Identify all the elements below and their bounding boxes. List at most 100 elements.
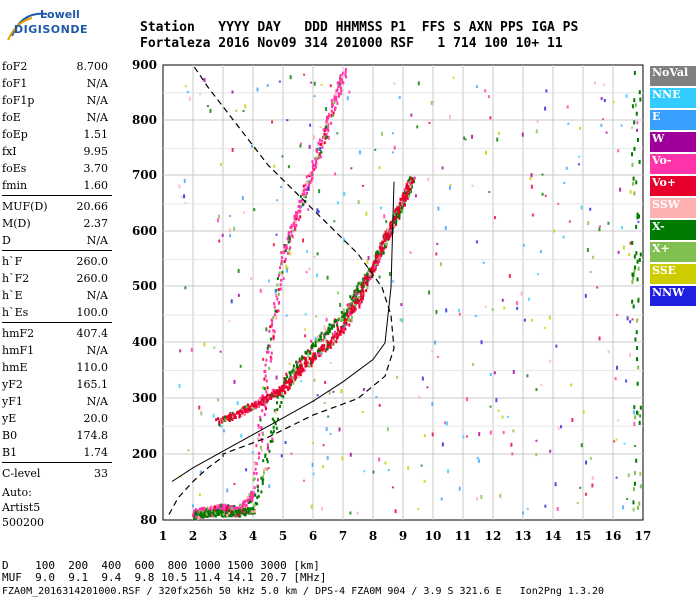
echo-mark [323, 343, 326, 347]
noise-mark [329, 362, 332, 365]
echo-mark [344, 327, 347, 331]
echo-mark [326, 331, 329, 335]
autoscaling-info: Auto: Artist5 500200 [2, 485, 44, 530]
noise-mark [535, 388, 538, 392]
x-tick-label: 15 [575, 529, 592, 543]
noise-mark [391, 486, 394, 489]
echo-mark [221, 503, 224, 507]
noise-mark [553, 229, 556, 233]
noise-mark [591, 475, 594, 480]
noise-mark [607, 221, 610, 225]
echo-mark [405, 188, 408, 192]
noise-mark [385, 220, 388, 224]
noise-mark [446, 421, 449, 426]
echo-mark [228, 514, 231, 518]
echo-mark [206, 506, 209, 510]
echo-mark [383, 241, 386, 245]
echo-mark [282, 384, 285, 388]
echo-mark [403, 203, 406, 207]
echo-mark [347, 318, 350, 322]
y-tick-label: 800 [132, 113, 157, 127]
param-row: D N/A [2, 232, 108, 249]
echo-mark [293, 374, 296, 378]
x-tick-label: 5 [279, 529, 287, 543]
logo-line1: Lowell [40, 8, 80, 21]
echo-mark [340, 89, 343, 93]
d-muf-table: D 100 200 400 600 800 1000 1500 3000 [km… [2, 560, 327, 584]
param-row: hmF1 N/A [2, 342, 108, 359]
echo-mark [281, 384, 284, 388]
echo-mark [354, 292, 357, 296]
noise-mark [271, 120, 274, 124]
echo-mark [266, 443, 269, 447]
noise-mark [497, 409, 500, 412]
noise-mark [394, 509, 397, 514]
edge-mark [631, 152, 634, 157]
echo-mark [360, 297, 363, 301]
echo-mark [318, 351, 321, 355]
echo-mark [263, 413, 266, 417]
echo-mark [316, 335, 319, 339]
noise-mark [327, 135, 330, 140]
noise-mark [375, 396, 378, 399]
echo-mark [270, 351, 273, 355]
echo-mark [305, 175, 308, 179]
echo-mark [347, 302, 350, 306]
echo-mark [330, 323, 333, 327]
noise-mark [314, 336, 317, 340]
echo-mark [380, 252, 383, 256]
echo-mark [254, 467, 257, 471]
echo-mark [254, 462, 257, 466]
echo-mark [293, 214, 296, 218]
echo-mark [343, 325, 346, 329]
echo-mark [268, 394, 271, 398]
noise-mark [485, 150, 488, 155]
echo-mark [370, 268, 373, 272]
echo-mark [193, 517, 196, 521]
echo-mark [300, 365, 303, 369]
noise-mark [428, 290, 431, 295]
echo-mark [309, 361, 312, 365]
echo-mark [213, 513, 216, 517]
echo-mark [239, 511, 242, 515]
echo-mark [245, 503, 248, 507]
edge-mark [632, 181, 635, 186]
noise-mark [179, 349, 182, 353]
param-value: N/A [86, 111, 108, 124]
echo-mark [352, 300, 355, 304]
echo-mark [301, 357, 304, 361]
noise-mark [615, 438, 618, 441]
echo-mark [317, 154, 320, 158]
echo-mark [344, 73, 347, 77]
echo-mark [359, 291, 362, 295]
echo-mark [274, 309, 277, 313]
noise-mark [218, 214, 221, 219]
param-value: N/A [86, 94, 108, 107]
echo-mark [295, 363, 298, 367]
echo-mark [329, 345, 332, 349]
echo-mark [325, 120, 328, 124]
echo-mark [251, 511, 254, 515]
echo-mark [271, 437, 274, 441]
echo-mark [255, 444, 258, 448]
echo-mark [369, 276, 372, 280]
echo-mark [359, 281, 362, 285]
noise-mark [431, 432, 434, 437]
param-value: N/A [86, 77, 108, 90]
echo-mark [335, 323, 338, 327]
echo-mark [401, 194, 404, 198]
echo-mark [308, 172, 311, 176]
echo-mark [261, 394, 264, 398]
edge-mark [631, 240, 634, 245]
noise-mark [316, 394, 319, 397]
noise-mark [445, 308, 448, 313]
noise-mark [431, 401, 434, 406]
edge-mark [633, 98, 636, 103]
noise-mark [306, 250, 309, 254]
noise-mark [333, 220, 336, 223]
echo-mark [386, 227, 389, 231]
echo-mark [333, 96, 336, 100]
echo-mark [264, 374, 267, 378]
noise-mark [543, 326, 546, 329]
echo-mark [305, 188, 308, 192]
